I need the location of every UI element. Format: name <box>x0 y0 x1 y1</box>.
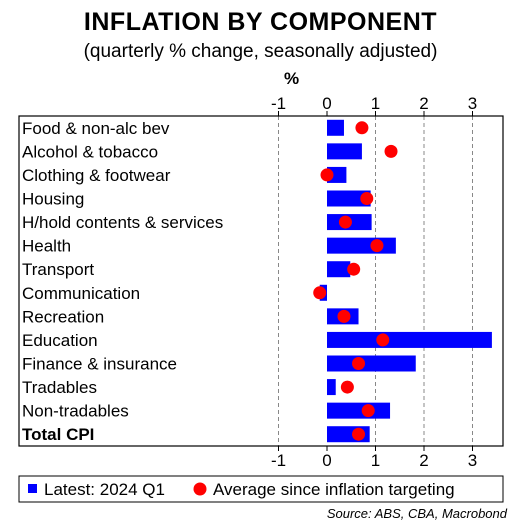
average-dot <box>313 286 327 300</box>
average-dot <box>320 168 334 182</box>
bar <box>327 190 371 207</box>
legend-box <box>18 475 504 503</box>
bar <box>327 331 492 348</box>
chart-subtitle: (quarterly % change, seasonally adjusted… <box>83 41 438 62</box>
x-tick-label-bottom: 1 <box>371 451 380 470</box>
bar <box>327 237 396 254</box>
category-label: Housing <box>22 190 84 209</box>
axis-unit-label: % <box>284 69 299 88</box>
average-dot <box>376 333 390 347</box>
category-label: Food & non-alc bev <box>22 119 170 138</box>
x-tick-label-top: -1 <box>271 94 286 113</box>
category-label: Clothing & footwear <box>22 166 171 185</box>
plot-frame <box>18 115 504 447</box>
source-note: Source: ABS, CBA, Macrobond <box>326 506 507 521</box>
category-label: Education <box>22 331 98 350</box>
average-dot <box>384 144 398 158</box>
category-label: Health <box>22 237 71 256</box>
average-dot <box>347 262 361 276</box>
category-label: Non-tradables <box>22 402 129 421</box>
x-tick-label-bottom: -1 <box>271 451 286 470</box>
bar <box>327 379 336 396</box>
category-label: Total CPI <box>22 425 94 444</box>
category-label: Recreation <box>22 307 104 326</box>
x-tick-label-top: 0 <box>322 94 331 113</box>
average-dot <box>337 309 351 323</box>
gridlines <box>278 116 473 446</box>
legend: Latest: 2024 Q1 Average since inflation t… <box>18 475 504 503</box>
category-label: Alcohol & tobacco <box>22 142 158 161</box>
average-dot <box>360 192 374 205</box>
bar <box>327 261 351 278</box>
legend-label-latest: Latest: 2024 Q1 <box>44 480 165 499</box>
x-tick-label-top: 2 <box>419 94 428 113</box>
x-tick-label-bottom: 2 <box>419 451 428 470</box>
category-label: Finance & insurance <box>22 355 177 374</box>
bar <box>327 143 362 160</box>
average-dot <box>352 357 366 370</box>
x-tick-label-bottom: 0 <box>322 451 331 470</box>
chart-title: INFLATION BY COMPONENT <box>83 8 438 36</box>
x-tick-label-top: 1 <box>371 94 380 113</box>
average-dot <box>338 215 352 229</box>
x-tick-label-bottom: 3 <box>468 451 477 470</box>
average-dot <box>370 239 384 253</box>
bar <box>327 119 344 136</box>
average-dots <box>313 121 398 441</box>
category-label: Tradables <box>22 378 97 397</box>
average-dot <box>355 121 369 135</box>
category-label: Transport <box>22 260 94 279</box>
legend-label-average: Average since inflation targeting <box>213 480 455 499</box>
bars <box>319 119 492 443</box>
category-label: Communication <box>22 284 140 303</box>
average-dot <box>361 404 375 418</box>
average-dot <box>352 427 366 441</box>
legend-swatch-bar <box>28 484 37 493</box>
bar <box>327 402 391 419</box>
x-tick-label-top: 3 <box>468 94 477 113</box>
category-labels: Food & non-alc bev Alcohol & tobacco Cloth… <box>22 119 223 444</box>
axis-ticks: -1 -1 0 0 1 1 2 2 3 3 <box>271 94 477 470</box>
average-dot <box>340 380 354 394</box>
category-label: H/hold contents & services <box>22 213 223 232</box>
legend-swatch-dot <box>193 482 207 496</box>
bar <box>327 355 416 372</box>
